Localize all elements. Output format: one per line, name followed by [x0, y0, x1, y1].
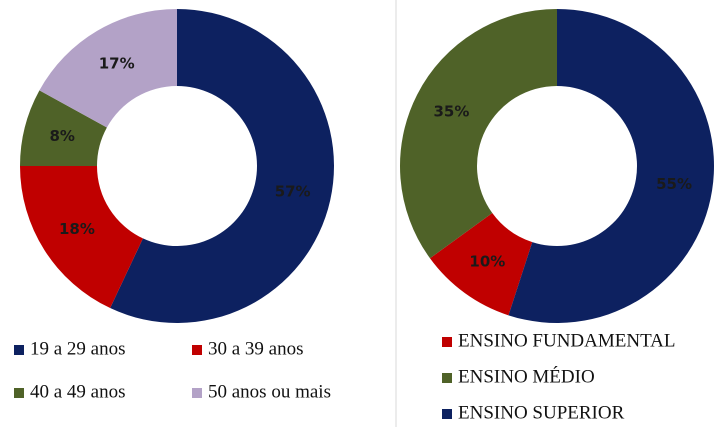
- legend-swatch: [192, 345, 202, 355]
- data-label: 17%: [99, 55, 135, 73]
- legend-label: ENSINO MÉDIO: [458, 365, 595, 387]
- legend-swatch: [442, 409, 452, 419]
- legend-swatch: [442, 337, 452, 347]
- data-label: 35%: [433, 103, 469, 121]
- legend-swatch: [442, 373, 452, 383]
- donut-slice: [39, 9, 178, 128]
- data-label: 8%: [49, 127, 74, 145]
- donut-slice: [19, 166, 143, 309]
- legend-label: ENSINO SUPERIOR: [458, 402, 625, 423]
- donut-slice: [110, 9, 334, 323]
- donut-slice: [429, 213, 533, 316]
- data-label: 10%: [469, 252, 505, 270]
- data-label: 57%: [275, 182, 311, 200]
- donut-slice: [400, 9, 557, 259]
- legend-label: 19 a 29 anos: [30, 338, 126, 359]
- legend-label: 40 a 49 anos: [30, 381, 126, 402]
- legend-label: ENSINO FUNDAMENTAL: [458, 330, 676, 351]
- donut-slice: [508, 9, 715, 324]
- donut-slice: [20, 90, 107, 166]
- data-label: 18%: [59, 220, 95, 238]
- legend-swatch: [14, 345, 24, 355]
- legend-label: 30 a 39 anos: [208, 338, 304, 359]
- legend-swatch: [192, 388, 202, 398]
- data-label: 55%: [656, 175, 692, 193]
- legend-swatch: [14, 388, 24, 398]
- legend-label: 50 anos ou mais: [208, 381, 331, 402]
